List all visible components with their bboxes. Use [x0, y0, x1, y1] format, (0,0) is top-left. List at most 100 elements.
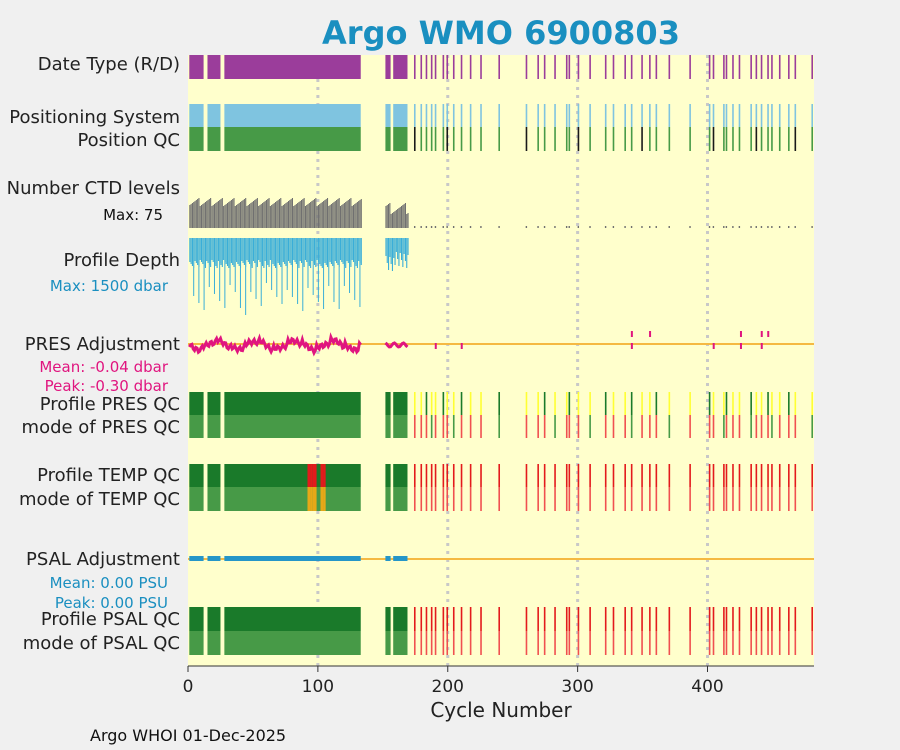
profile-psal-qc-bar-274: [543, 607, 546, 631]
profile-temp-qc-bar-300: [577, 464, 580, 487]
mode-psal-qc-bar-225: [480, 631, 482, 655]
x-axis-label: Cycle Number: [430, 698, 572, 722]
profile-depth-bar-29: [225, 238, 227, 264]
mode-temp-qc-bar-321: [604, 487, 607, 511]
ctd-levels-bar-35: [233, 198, 235, 228]
position-qc-segment-4: [393, 127, 408, 151]
profile-depth-bar-92: [307, 238, 309, 264]
profile-psal-qc-bar-355: [649, 607, 651, 631]
profile-pres-qc-bar-204: [452, 392, 455, 415]
profile-depth-bar-79: [290, 238, 292, 265]
positioning-system-bar-239: [498, 104, 501, 127]
mode-psal-qc-bar-386: [689, 631, 691, 655]
position-qc-bar-437: [755, 127, 758, 151]
profile-depth-bar-83: [295, 238, 297, 264]
profile-pres-qc-bar-455: [778, 392, 781, 415]
ctd-levels-dot-210: [460, 226, 463, 228]
profile-psal-qc-bar-309: [589, 607, 591, 631]
ctd-levels-bar-15: [207, 200, 209, 228]
ctd-levels-dot-349: [641, 226, 643, 228]
date-type-bar-269: [537, 55, 539, 79]
grid-layer: [316, 55, 710, 666]
profile-depth-bar-3: [191, 238, 193, 266]
mode-pres-qc-bar-282: [554, 415, 556, 438]
mode-temp-qc-bar-187: [430, 487, 433, 511]
position-qc-bar-321: [604, 127, 607, 151]
position-qc-bar-179: [420, 127, 423, 151]
profile-temp-qc-segment-1: [207, 464, 221, 487]
profile-depth-bar-15: [207, 238, 209, 263]
profile-pres-qc-bar-341: [630, 392, 633, 415]
mode-pres-qc-bar-217: [469, 415, 472, 438]
profile-pres-qc-bar-321: [604, 392, 607, 415]
profile-depth-bar-42: [242, 238, 244, 263]
ctd-levels-bar-16: [208, 199, 210, 228]
position-qc-bar-293: [568, 127, 571, 151]
profile-depth-bar-120: [343, 238, 345, 266]
profile-depth-tail-4: [193, 268, 195, 296]
ctd-levels-bar-4: [193, 202, 195, 228]
profile-depth-bar-96: [312, 238, 314, 263]
mode-temp-qc-bar-174: [413, 487, 416, 511]
date-type-bar-349: [641, 55, 643, 79]
profile-pres-qc-segment-0: [189, 392, 204, 415]
ctd-levels-bar-121: [345, 202, 347, 228]
profile-depth-bar-109: [329, 238, 331, 262]
profile-temp-qc-bar-446: [767, 464, 769, 487]
ctd-levels-bar-72: [281, 206, 283, 228]
mode-psal-qc-segment-4: [393, 631, 408, 655]
profile-depth-bar-53: [256, 238, 258, 267]
ctd-levels-bar-167: [404, 203, 406, 228]
profile-depth-bar-35: [233, 238, 235, 267]
ctd-levels-bar-20: [213, 204, 216, 228]
ctd-levels-bar-153: [386, 205, 388, 228]
mode-temp-qc-bar-336: [624, 487, 626, 511]
position-qc-bar-174: [413, 127, 416, 151]
ctd-levels-bar-44: [245, 198, 247, 228]
profile-psal-qc-bar-300: [577, 607, 580, 631]
mode-temp-qc-flag-102: [320, 487, 324, 511]
profile-temp-qc-bar-424: [738, 464, 741, 487]
psal-adjustment-segment-3: [385, 556, 391, 561]
positioning-system-bar-196: [442, 104, 445, 127]
position-qc-bar-441: [760, 127, 763, 151]
ctd-levels-bar-80: [291, 198, 294, 228]
ctd-levels-dot-449: [771, 226, 773, 228]
ctd-levels-bar-60: [265, 200, 268, 228]
profile-temp-qc-bar-437: [755, 464, 758, 487]
date-type-bar-449: [771, 55, 773, 79]
positioning-system-bar-467: [794, 104, 797, 127]
profile-temp-qc-segment-2: [224, 464, 361, 487]
profile-temp-qc-bar-199: [446, 464, 449, 487]
profile-depth-bar-70: [278, 238, 281, 265]
profile-depth-bar-39: [238, 238, 240, 266]
profile-pres-qc-bar-467: [794, 392, 797, 415]
mode-temp-qc-bar-433: [750, 487, 752, 511]
pres-adjustment-spike-446: [767, 331, 770, 337]
profile-pres-qc-bar-309: [589, 392, 591, 415]
date-type-bar-401: [708, 55, 711, 79]
mode-pres-qc-bar-327: [612, 415, 615, 438]
profile-depth-tail-88: [302, 265, 304, 311]
position-qc-bar-269: [537, 127, 539, 151]
positioning-system-bar-441: [760, 104, 763, 127]
ctd-levels-bar-62: [268, 198, 270, 228]
profile-pres-qc-bar-414: [725, 392, 728, 415]
x-axis-ticks: 0 100 200 300 400: [183, 666, 724, 697]
mode-psal-qc-bar-260: [525, 631, 528, 655]
mode-pres-qc-bar-462: [788, 415, 790, 438]
ctd-levels-bar-61: [267, 199, 269, 228]
ctd-levels-bar-24: [219, 200, 221, 228]
profile-pres-qc-bar-424: [738, 392, 741, 415]
ctd-levels-bar-131: [358, 201, 360, 228]
profile-pres-qc-bar-327: [612, 392, 615, 415]
profile-depth-bar-61: [267, 238, 269, 265]
positioning-system-bar-449: [771, 104, 773, 127]
footer-credit: Argo WHOI 01-Dec-2025: [90, 726, 286, 745]
ctd-levels-dot-174: [413, 226, 416, 228]
date-type-bar-174: [413, 55, 416, 79]
mode-psal-qc-bar-412: [723, 631, 725, 655]
ctd-levels-dot-300: [577, 226, 580, 228]
ctd-levels-bar-43: [243, 199, 245, 228]
